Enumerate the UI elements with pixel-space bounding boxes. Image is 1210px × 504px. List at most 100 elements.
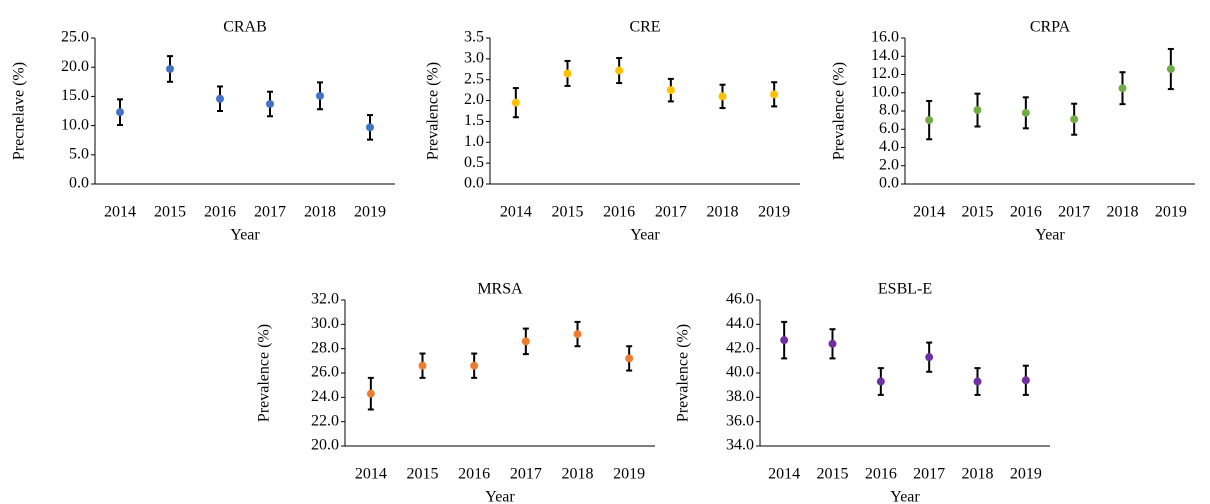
data-point bbox=[718, 92, 727, 101]
data-point bbox=[573, 330, 582, 339]
x-tick-label: 2015 bbox=[817, 466, 849, 483]
data-point bbox=[1118, 84, 1127, 93]
y-tick-label: 10.0 bbox=[61, 116, 89, 133]
data-point bbox=[925, 116, 934, 125]
data-point bbox=[666, 86, 675, 95]
chart-title: MRSA bbox=[477, 281, 523, 298]
y-tick-label: 10.0 bbox=[871, 83, 899, 100]
x-tick-label: 2018 bbox=[562, 466, 594, 483]
y-tick-label: 22.0 bbox=[311, 412, 339, 429]
data-point bbox=[521, 337, 530, 346]
x-axis-label: Year bbox=[230, 227, 260, 244]
y-tick-label: 2.0 bbox=[879, 156, 899, 173]
data-point bbox=[973, 377, 982, 386]
data-point bbox=[625, 354, 634, 363]
y-tick-label: 15.0 bbox=[61, 87, 89, 104]
y-tick-label: 5.0 bbox=[69, 145, 89, 162]
y-tick-label: 0.0 bbox=[879, 175, 899, 192]
data-point bbox=[925, 353, 934, 362]
y-tick-label: 25.0 bbox=[61, 29, 89, 46]
x-tick-label: 2015 bbox=[962, 204, 994, 221]
data-point bbox=[615, 66, 624, 75]
x-tick-label: 2017 bbox=[1058, 204, 1090, 221]
x-tick-label: 2017 bbox=[655, 204, 687, 221]
chart-title: ESBL-E bbox=[878, 281, 932, 298]
y-axis-label: Precnelave (%) bbox=[11, 62, 28, 160]
y-tick-label: 36.0 bbox=[726, 412, 754, 429]
x-tick-label: 2018 bbox=[962, 466, 994, 483]
x-tick-label: 2015 bbox=[154, 204, 186, 221]
data-point bbox=[1070, 115, 1079, 124]
data-point bbox=[366, 123, 374, 132]
y-axis-label: Prevalence (%) bbox=[675, 324, 692, 422]
y-tick-label: 8.0 bbox=[879, 102, 899, 119]
x-axis-label: Year bbox=[1035, 227, 1065, 244]
x-tick-label: 2016 bbox=[1010, 204, 1042, 221]
x-tick-label: 2017 bbox=[510, 466, 542, 483]
x-axis-label: Year bbox=[485, 489, 515, 504]
data-point bbox=[366, 389, 375, 398]
chart-title: CRPA bbox=[1030, 19, 1071, 36]
data-point bbox=[418, 361, 427, 370]
x-tick-label: 2016 bbox=[603, 204, 635, 221]
data-point bbox=[511, 98, 520, 107]
x-tick-label: 2016 bbox=[458, 466, 490, 483]
y-tick-label: 14.0 bbox=[871, 47, 899, 64]
x-tick-label: 2019 bbox=[758, 204, 790, 221]
y-tick-label: 16.0 bbox=[871, 29, 899, 46]
y-tick-label: 24.0 bbox=[311, 388, 339, 405]
y-tick-label: 20.0 bbox=[311, 437, 339, 454]
x-tick-label: 2016 bbox=[865, 466, 897, 483]
y-tick-label: 30.0 bbox=[311, 315, 339, 332]
y-tick-label: 26.0 bbox=[311, 364, 339, 381]
data-point bbox=[1021, 108, 1030, 117]
data-point bbox=[216, 94, 224, 103]
data-point bbox=[1021, 376, 1030, 385]
data-point bbox=[316, 91, 324, 100]
data-point bbox=[166, 64, 174, 73]
y-tick-label: 40.0 bbox=[726, 364, 754, 381]
x-tick-label: 2019 bbox=[1010, 466, 1042, 483]
y-tick-label: 0.5 bbox=[464, 154, 484, 171]
y-tick-label: 1.0 bbox=[464, 133, 484, 150]
data-point bbox=[828, 339, 837, 348]
x-tick-label: 2018 bbox=[304, 204, 336, 221]
y-tick-label: 42.0 bbox=[726, 339, 754, 356]
x-tick-label: 2014 bbox=[500, 204, 532, 221]
x-tick-label: 2015 bbox=[407, 466, 439, 483]
x-tick-label: 2014 bbox=[768, 466, 800, 483]
y-tick-label: 34.0 bbox=[726, 437, 754, 454]
y-tick-label: 0.0 bbox=[464, 175, 484, 192]
y-tick-label: 1.5 bbox=[464, 112, 484, 129]
x-tick-label: 2016 bbox=[204, 204, 236, 221]
x-tick-label: 2014 bbox=[104, 204, 136, 221]
y-tick-label: 44.0 bbox=[726, 315, 754, 332]
data-point bbox=[563, 69, 572, 78]
y-axis-label: Prevalence (%) bbox=[425, 62, 442, 160]
x-tick-label: 2019 bbox=[354, 204, 386, 221]
x-tick-label: 2014 bbox=[913, 204, 945, 221]
chart-title: CRAB bbox=[223, 19, 267, 36]
y-tick-label: 12.0 bbox=[871, 65, 899, 82]
x-tick-label: 2017 bbox=[913, 466, 945, 483]
y-tick-label: 28.0 bbox=[311, 339, 339, 356]
y-tick-label: 3.0 bbox=[464, 50, 484, 67]
y-tick-label: 20.0 bbox=[61, 58, 89, 75]
x-tick-label: 2017 bbox=[254, 204, 286, 221]
y-axis-label: Prevalence (%) bbox=[256, 324, 273, 422]
y-tick-label: 6.0 bbox=[879, 120, 899, 137]
y-tick-label: 0.0 bbox=[69, 175, 89, 192]
x-tick-label: 2019 bbox=[613, 466, 645, 483]
data-point bbox=[876, 377, 885, 386]
y-tick-label: 2.0 bbox=[464, 91, 484, 108]
x-tick-label: 2018 bbox=[1107, 204, 1139, 221]
x-tick-label: 2019 bbox=[1155, 204, 1187, 221]
x-tick-label: 2015 bbox=[552, 204, 584, 221]
x-axis-label: Year bbox=[630, 227, 660, 244]
data-point bbox=[1166, 65, 1175, 74]
data-point bbox=[973, 106, 982, 115]
y-axis-label: Prevalence (%) bbox=[831, 62, 848, 160]
x-tick-label: 2014 bbox=[355, 466, 387, 483]
y-tick-label: 38.0 bbox=[726, 388, 754, 405]
chart-title: CRE bbox=[629, 19, 660, 36]
